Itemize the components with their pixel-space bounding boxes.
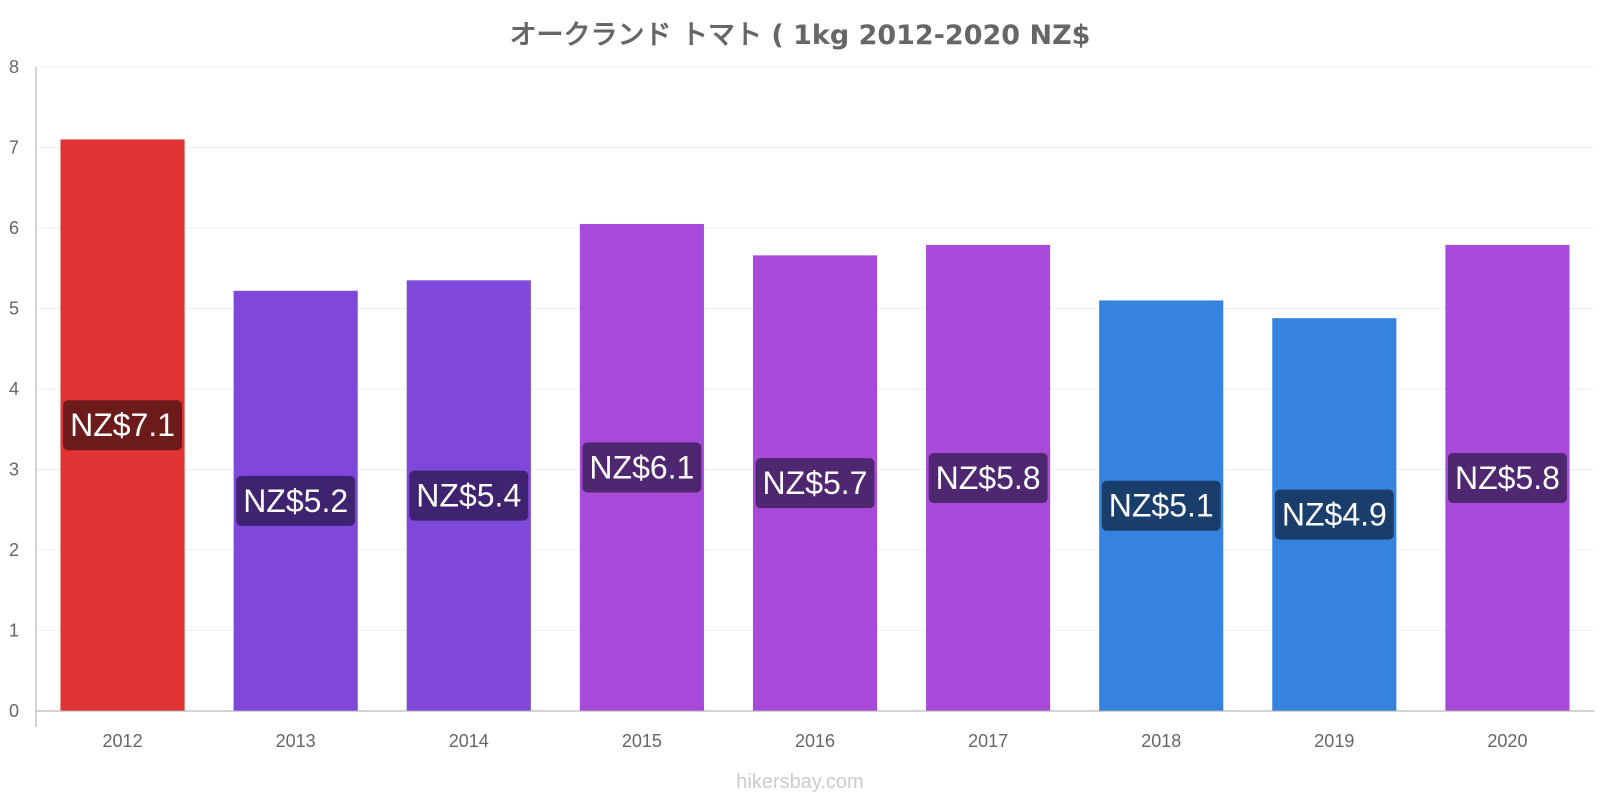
x-tick-label: 2019 xyxy=(1314,731,1354,751)
y-tick-label: 4 xyxy=(9,379,19,399)
value-label: NZ$5.7 xyxy=(755,458,875,509)
value-label-background xyxy=(63,400,183,451)
value-label: NZ$7.1 xyxy=(63,400,183,451)
x-tick-label: 2013 xyxy=(276,731,316,751)
value-label-background xyxy=(582,442,702,493)
value-label: NZ$5.4 xyxy=(409,470,529,521)
value-label: NZ$5.8 xyxy=(1447,452,1567,503)
x-tick-label: 2017 xyxy=(968,731,1008,751)
value-label-text: NZ$7.1 xyxy=(70,407,175,443)
value-label: NZ$5.8 xyxy=(928,452,1048,503)
y-tick-label: 2 xyxy=(9,540,19,560)
x-tick-label: 2020 xyxy=(1487,731,1527,751)
value-label-text: NZ$5.2 xyxy=(243,483,348,519)
value-label-text: NZ$5.1 xyxy=(1109,488,1214,524)
y-tick-label: 0 xyxy=(9,701,19,721)
value-label-background xyxy=(1274,489,1394,540)
value-label-background xyxy=(1101,480,1221,531)
x-tick-label: 2014 xyxy=(449,731,489,751)
x-tick-label: 2012 xyxy=(103,731,143,751)
value-label: NZ$5.1 xyxy=(1101,480,1221,531)
y-tick-label: 5 xyxy=(9,299,19,319)
value-label-text: NZ$6.1 xyxy=(589,449,694,485)
value-label-background xyxy=(755,458,875,509)
value-label-background xyxy=(928,452,1048,503)
value-label-text: NZ$5.8 xyxy=(936,460,1041,496)
y-tick-label: 3 xyxy=(9,460,19,480)
value-label-background xyxy=(1447,452,1567,503)
value-label-text: NZ$4.9 xyxy=(1282,497,1387,533)
value-label-background xyxy=(236,475,356,526)
axes xyxy=(35,67,1594,727)
data-labels: NZ$7.1 NZ$5.2 NZ$5.4 NZ$6.1 NZ$5.7 NZ$5.8 NZ$5… xyxy=(63,400,1567,540)
value-label: NZ$6.1 xyxy=(582,442,702,493)
y-tick-label: 8 xyxy=(9,57,19,77)
y-tick-label: 6 xyxy=(9,218,19,238)
bars xyxy=(60,139,1570,711)
x-tick-label: 2018 xyxy=(1141,731,1181,751)
x-tick-label: 2015 xyxy=(622,731,662,751)
chart-title: オークランド トマト ( 1kg 2012-2020 NZ$ xyxy=(510,20,1091,51)
value-label-text: NZ$5.8 xyxy=(1455,460,1560,496)
value-label: NZ$5.2 xyxy=(236,475,356,526)
source-credit: hikersbay.com xyxy=(736,771,863,793)
tick-labels: 0 1 2 3 4 5 6 7 8 2012 2013 2014 2015 2016 2017 2018 201… xyxy=(9,57,1527,751)
value-label: NZ$4.9 xyxy=(1274,489,1394,540)
y-tick-label: 7 xyxy=(9,138,19,158)
x-tick-label: 2016 xyxy=(795,731,835,751)
y-tick-label: 1 xyxy=(9,621,19,641)
value-label-text: NZ$5.4 xyxy=(416,478,521,514)
value-label-text: NZ$5.7 xyxy=(763,465,868,501)
value-label-background xyxy=(409,470,529,521)
